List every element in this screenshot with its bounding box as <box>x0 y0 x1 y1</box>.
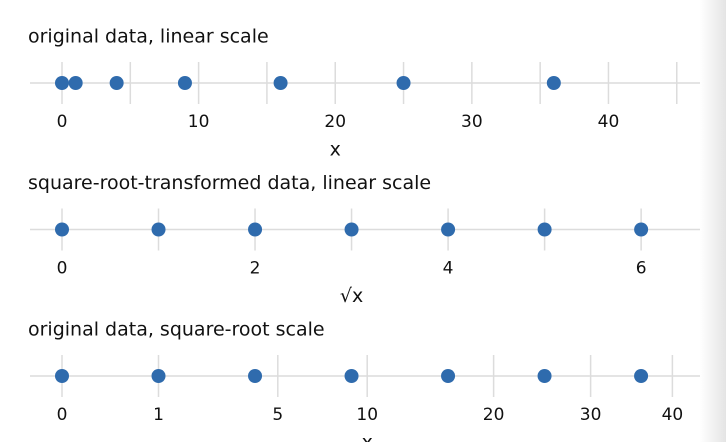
point <box>55 369 69 383</box>
point <box>248 369 263 383</box>
point <box>344 222 359 237</box>
x-tick-label: 30 <box>461 112 483 132</box>
point <box>546 76 561 90</box>
point <box>151 369 166 383</box>
point <box>537 222 552 237</box>
x-tick-label: 40 <box>662 405 684 425</box>
point <box>396 76 411 90</box>
x-tick-label: 40 <box>598 112 620 132</box>
point <box>537 369 552 383</box>
point <box>634 222 649 237</box>
point <box>441 369 456 383</box>
x-tick-label: 6 <box>636 259 647 279</box>
x-axis-label: x <box>362 432 373 442</box>
x-tick-label: 1 <box>153 405 164 425</box>
x-tick-label: 10 <box>356 405 378 425</box>
point <box>441 222 456 237</box>
point <box>248 222 263 237</box>
x-tick-label: 5 <box>272 405 283 425</box>
panel-title: original data, square-root scale <box>28 319 325 341</box>
point <box>634 369 649 383</box>
x-tick-label: 0 <box>57 405 68 425</box>
point <box>55 222 69 237</box>
x-tick-label: 20 <box>324 112 346 132</box>
panel-title: original data, linear scale <box>28 26 269 48</box>
x-tick-label: 0 <box>57 259 68 279</box>
point <box>68 76 83 90</box>
point <box>344 369 359 383</box>
point <box>109 76 124 90</box>
point <box>273 76 288 90</box>
x-tick-label: 30 <box>580 405 602 425</box>
edge-shadow <box>700 0 726 442</box>
point <box>177 76 192 90</box>
point <box>55 76 69 90</box>
x-axis-label: x <box>330 139 341 161</box>
x-tick-label: 10 <box>188 112 210 132</box>
x-tick-label: 0 <box>57 112 68 132</box>
point <box>151 222 166 237</box>
x-axis-label: √x <box>340 285 363 307</box>
panel-title: square-root-transformed data, linear sca… <box>28 172 431 194</box>
x-tick-label: 2 <box>250 259 261 279</box>
x-tick-label: 4 <box>443 259 454 279</box>
x-tick-label: 20 <box>483 405 505 425</box>
